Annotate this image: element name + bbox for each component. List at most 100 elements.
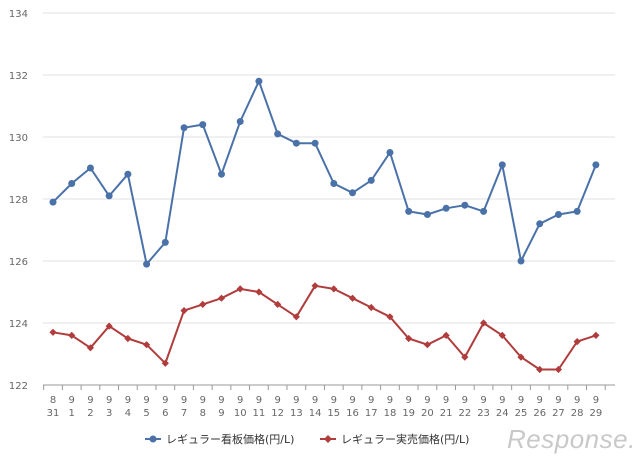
- y-tick-label: 126: [9, 257, 28, 268]
- x-tick-label: 919: [402, 395, 415, 419]
- x-tick-month: 9: [405, 395, 411, 406]
- data-point: [573, 207, 581, 215]
- data-point: [330, 180, 338, 187]
- x-tick-label: 917: [365, 395, 378, 419]
- x-tick-label: 914: [309, 395, 322, 419]
- x-tick-month: 9: [537, 395, 543, 406]
- x-tick-month: 9: [424, 395, 430, 406]
- x-tick-day: 4: [125, 408, 131, 419]
- data-point: [461, 353, 469, 361]
- y-tick-label: 134: [9, 9, 28, 20]
- x-tick-day: 24: [496, 408, 509, 419]
- x-tick-label: 95: [143, 395, 149, 419]
- x-tick-month: 9: [293, 395, 299, 406]
- x-tick-label: 912: [271, 395, 284, 419]
- data-point: [49, 198, 57, 206]
- response-watermark: Response.: [507, 424, 635, 454]
- series-line: [52, 284, 597, 371]
- x-tick-label: 925: [515, 395, 528, 419]
- x-tick-month: 9: [200, 395, 206, 406]
- data-point: [592, 161, 600, 169]
- x-tick-label: 921: [440, 395, 453, 419]
- data-point: [423, 211, 431, 218]
- x-tick-day: 5: [143, 408, 149, 419]
- x-tick-day: 14: [309, 408, 322, 419]
- data-point: [405, 207, 413, 215]
- data-point: [180, 124, 188, 132]
- data-point: [105, 322, 113, 330]
- x-tick-month: 9: [125, 395, 131, 406]
- data-point: [255, 77, 263, 85]
- data-point: [442, 204, 450, 212]
- series-signboard-price: [49, 77, 600, 268]
- x-tick-month: 9: [106, 395, 112, 406]
- data-point: [405, 334, 413, 343]
- data-point: [105, 192, 113, 200]
- data-point: [330, 285, 338, 293]
- data-point: [124, 334, 132, 343]
- x-tick-day: 20: [421, 408, 434, 419]
- x-tick-label: 910: [234, 395, 247, 419]
- x-tick-label: 916: [346, 395, 359, 419]
- x-tick-day: 3: [106, 408, 112, 419]
- x-tick-day: 27: [552, 408, 565, 419]
- x-tick-month: 9: [443, 395, 449, 406]
- data-point: [592, 331, 600, 339]
- data-point: [349, 189, 357, 197]
- x-tick-day: 11: [253, 408, 266, 419]
- x-tick-month: 9: [574, 395, 580, 406]
- x-tick-day: 29: [590, 408, 603, 419]
- data-point: [442, 331, 450, 339]
- data-point: [292, 139, 300, 147]
- x-tick-month: 9: [181, 395, 187, 406]
- x-tick-label: 922: [458, 395, 471, 419]
- x-tick-month: 9: [499, 395, 505, 406]
- series: [49, 77, 600, 374]
- x-tick-label: 911: [253, 395, 266, 419]
- axes: [43, 384, 615, 390]
- x-tick-month: 9: [256, 395, 262, 406]
- x-tick-label: 913: [290, 395, 303, 419]
- x-tick-day: 26: [533, 408, 546, 419]
- x-tick-month: 9: [518, 395, 524, 406]
- data-point: [554, 365, 563, 374]
- data-point: [68, 180, 76, 187]
- data-point: [461, 201, 469, 209]
- x-tick-month: 9: [462, 395, 468, 406]
- x-tick-label: 915: [327, 395, 340, 419]
- x-tick-label: 92: [87, 395, 93, 419]
- data-point: [199, 121, 207, 129]
- x-tick-label: 831: [47, 395, 60, 419]
- data-point: [517, 257, 525, 265]
- data-point: [311, 139, 319, 147]
- x-tick-day: 25: [515, 408, 528, 419]
- x-tick-month: 9: [162, 395, 168, 406]
- data-point: [86, 344, 95, 352]
- x-tick-day: 13: [290, 408, 303, 419]
- x-tick-day: 18: [384, 408, 397, 419]
- data-point: [236, 118, 244, 125]
- data-point: [536, 365, 544, 374]
- x-tick-label: 94: [125, 395, 131, 419]
- data-point: [199, 300, 207, 308]
- x-tick-label: 93: [106, 395, 112, 419]
- data-point: [180, 307, 188, 315]
- x-tick-day: 17: [365, 408, 378, 419]
- data-point: [311, 282, 319, 290]
- x-tick-day: 21: [440, 408, 453, 419]
- data-point: [161, 238, 169, 246]
- data-point: [143, 341, 151, 349]
- x-tick-day: 16: [346, 408, 359, 419]
- data-point: [255, 288, 263, 296]
- x-tick-month: 9: [237, 395, 243, 406]
- data-point: [68, 331, 76, 339]
- x-tick-day: 23: [477, 408, 490, 419]
- x-tick-label: 97: [181, 395, 187, 419]
- data-point: [554, 211, 562, 218]
- legend-item-signboard-price: レギュラー看板価格(円/L): [145, 432, 294, 446]
- data-point: [498, 161, 506, 169]
- x-tick-labels: 8319192939495969798999109119129139149159…: [47, 395, 603, 419]
- x-tick-day: 7: [181, 408, 187, 419]
- legend-item-actual-price: レギュラー実売価格(円/L): [320, 432, 469, 446]
- x-tick-month: 9: [218, 395, 224, 406]
